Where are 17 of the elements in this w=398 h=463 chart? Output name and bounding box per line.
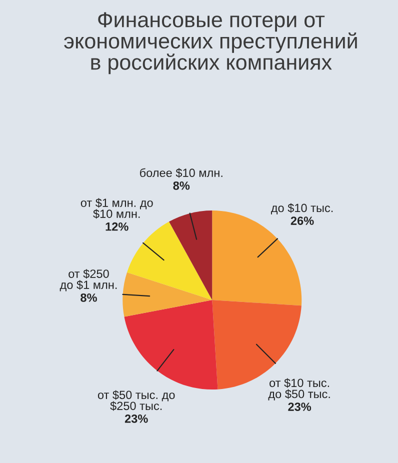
- pie-slice: [124, 300, 218, 390]
- slice-label: от $250 до $1 млн.: [60, 269, 117, 292]
- slice-label: от $1 млн. до $10 млн.: [80, 198, 153, 219]
- slice-label: от $50 тыс. до $250 тыс.: [98, 390, 175, 411]
- data-label: 8%: [80, 293, 97, 302]
- data-label: 12%: [106, 222, 128, 231]
- slice-label: от $10 тыс. до $50 тыс.: [268, 378, 330, 400]
- pie-slice: [127, 222, 212, 300]
- data-label: 23%: [288, 402, 312, 411]
- slice-label: более $10 млн.: [140, 168, 222, 178]
- slice-label: до $10 тыс.: [270, 203, 333, 214]
- pie-slice: [169, 210, 212, 300]
- data-label: 8%: [173, 181, 190, 190]
- data-label: 23%: [124, 414, 148, 423]
- chart-title: Финансовые потери от экономических преступлений в российских компаниях: [64, 12, 357, 74]
- data-label: 26%: [290, 216, 314, 225]
- pie-slice: [212, 300, 302, 390]
